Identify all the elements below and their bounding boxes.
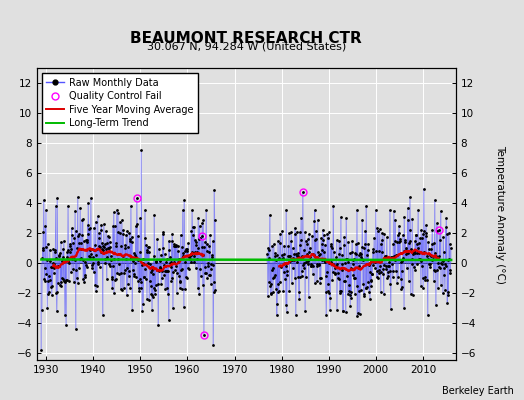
Text: Berkeley Earth: Berkeley Earth: [442, 386, 514, 396]
Y-axis label: Temperature Anomaly (°C): Temperature Anomaly (°C): [496, 144, 506, 284]
Text: 30.067 N, 94.284 W (United States): 30.067 N, 94.284 W (United States): [147, 42, 346, 52]
Legend: Raw Monthly Data, Quality Control Fail, Five Year Moving Average, Long-Term Tren: Raw Monthly Data, Quality Control Fail, …: [41, 73, 198, 133]
Title: BEAUMONT RESEARCH CTR: BEAUMONT RESEARCH CTR: [130, 31, 362, 46]
